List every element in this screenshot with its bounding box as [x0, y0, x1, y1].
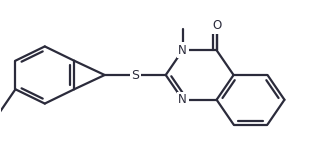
- Text: S: S: [131, 69, 139, 81]
- Text: N: N: [178, 44, 187, 57]
- Text: N: N: [178, 93, 187, 106]
- Text: O: O: [212, 20, 221, 32]
